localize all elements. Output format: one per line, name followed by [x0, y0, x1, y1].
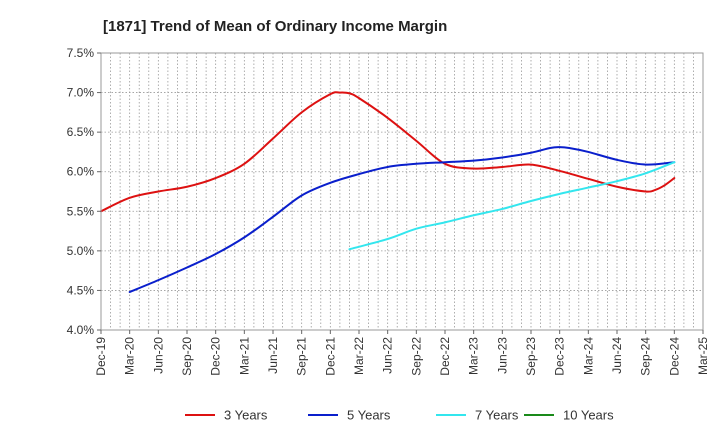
x-tick-label: Dec-19: [94, 337, 108, 376]
series-line-5-years: [128, 146, 676, 294]
x-tick-label: Mar-21: [237, 337, 251, 375]
x-tick-label: Sep-20: [180, 337, 194, 376]
y-tick-label: 7.0%: [67, 86, 95, 100]
x-tick-label: Mar-23: [467, 337, 481, 375]
x-tick-label: Dec-21: [323, 337, 337, 376]
y-tick-label: 4.0%: [67, 323, 95, 337]
x-tick-label: Sep-23: [524, 337, 538, 376]
legend-label-3-years: 3 Years: [224, 408, 268, 423]
x-tick-label: Jun-22: [381, 337, 395, 374]
series-lines: [100, 91, 676, 294]
x-tick-label: Mar-25: [696, 337, 710, 375]
x-tick-label: Dec-20: [209, 337, 223, 376]
y-tick-label: 5.0%: [67, 244, 95, 258]
x-tick-label: Jun-21: [266, 337, 280, 374]
series-line-3-years: [100, 91, 676, 213]
x-tick-label: Sep-24: [639, 337, 653, 376]
x-tick-label: Mar-22: [352, 337, 366, 375]
y-tick-label: 4.5%: [67, 283, 95, 297]
y-axis-ticks: 4.0% 4.5% 5.0% 5.5% 6.0% 6.5% 7.0% 7.5%: [67, 46, 101, 337]
x-tick-label: Jun-20: [151, 337, 165, 374]
plot-area-border: [100, 52, 704, 331]
x-tick-label: Dec-22: [438, 337, 452, 376]
legend: 3 Years 5 Years 7 Years 10 Years: [185, 408, 614, 423]
legend-label-10-years: 10 Years: [563, 408, 614, 423]
x-tick-label: Mar-24: [581, 337, 595, 375]
legend-label-5-years: 5 Years: [347, 408, 391, 423]
x-tick-label: Jun-23: [495, 337, 509, 374]
x-tick-label: Jun-24: [610, 337, 624, 374]
series-line-7-years: [348, 161, 676, 251]
y-tick-label: 6.0%: [67, 165, 95, 179]
x-tick-label: Sep-21: [295, 337, 309, 376]
x-axis-ticks: Dec-19 Mar-20 Jun-20 Sep-20 Dec-20 Mar-21 Jun-…: [94, 330, 710, 376]
y-tick-label: 6.5%: [67, 125, 95, 139]
grid: [100, 52, 704, 331]
legend-label-7-years: 7 Years: [475, 408, 519, 423]
x-tick-label: Sep-22: [409, 337, 423, 376]
chart-title: [1871] Trend of Mean of Ordinary Income …: [103, 18, 447, 35]
y-tick-label: 5.5%: [67, 204, 95, 218]
x-tick-label: Mar-20: [123, 337, 137, 375]
x-tick-label: Dec-23: [553, 337, 567, 376]
y-tick-label: 7.5%: [67, 46, 95, 60]
x-tick-label: Dec-24: [667, 337, 681, 376]
